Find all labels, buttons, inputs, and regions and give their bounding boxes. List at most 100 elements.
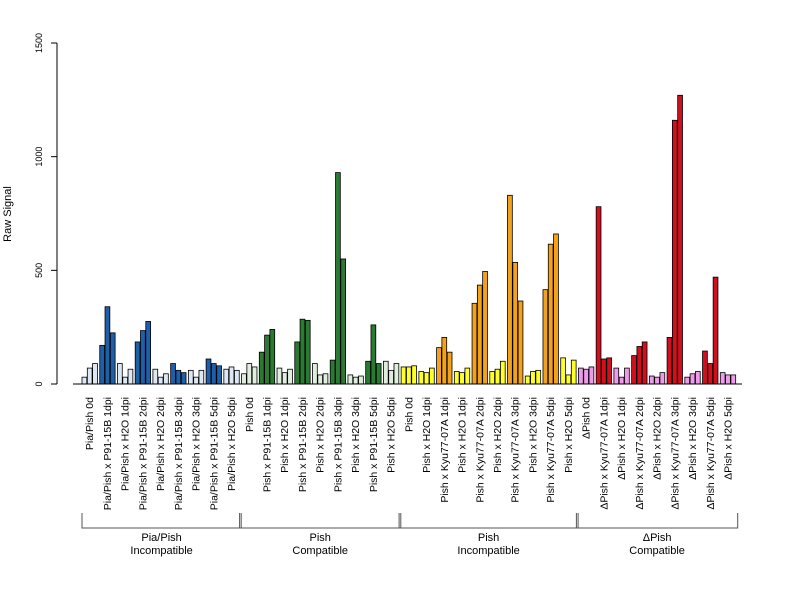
x-tick-label: ΔPish x Kyu77-07A 5dpi xyxy=(705,397,717,510)
bar xyxy=(695,371,701,385)
x-tick-label: Pish x H2O 1dpi xyxy=(279,397,291,473)
x-tick-label: ΔPish x Kyu77-07A 3dpi xyxy=(669,397,681,510)
x-tick-label: Pish x Kyu77-07A 3dpi xyxy=(510,397,522,503)
bar xyxy=(251,366,258,385)
bar xyxy=(211,363,217,385)
bar xyxy=(530,371,536,385)
bar xyxy=(671,119,678,385)
bar xyxy=(104,306,111,385)
bar xyxy=(618,376,625,385)
y-axis-title: Raw Signal xyxy=(2,186,14,242)
y-tick-label: 1000 xyxy=(34,147,44,167)
bar xyxy=(370,324,377,385)
bar xyxy=(127,368,134,385)
x-tick-label: ΔPish x H2O 1dpi xyxy=(616,397,628,480)
bar xyxy=(418,371,425,385)
x-tick-label: ΔPish 0d xyxy=(581,397,593,439)
bar xyxy=(648,375,655,385)
x-tick-label: Pia/Pish x H2O 3dpi xyxy=(191,397,203,491)
bar xyxy=(175,369,182,385)
bar xyxy=(641,341,648,385)
bar xyxy=(636,346,643,385)
x-tick-label: ΔPish x H2O 3dpi xyxy=(687,397,699,480)
x-tick-label: Pish x P91-15B 5dpi xyxy=(368,397,380,492)
x-tick-label: Pish x H2O 3dpi xyxy=(527,397,539,473)
bar xyxy=(482,271,488,385)
x-tick-label: Pish x H2O 3dpi xyxy=(350,397,362,473)
x-tick-label: Pia/Pish x P91-15B 1dpi xyxy=(102,397,114,510)
x-tick-label: Pish x H2O 1dpi xyxy=(457,397,469,473)
bar xyxy=(152,368,159,385)
bar xyxy=(299,318,306,385)
bar xyxy=(234,369,240,385)
bar xyxy=(583,368,589,385)
bar xyxy=(157,376,164,385)
bar xyxy=(269,329,276,385)
x-tick-label: Pish x Kyu77-07A 5dpi xyxy=(545,397,557,503)
bar xyxy=(494,368,501,385)
x-tick-label: Pish x H2O 2dpi xyxy=(492,397,504,473)
bar xyxy=(145,321,151,385)
x-tick-label: Pish x P91-15B 2dpi xyxy=(297,397,309,492)
bar xyxy=(411,365,417,385)
bar xyxy=(246,363,253,385)
x-tick-label: Pia/Pish x P91-15B 5dpi xyxy=(208,397,220,510)
bar xyxy=(606,357,612,385)
x-tick-label: Pish 0d xyxy=(403,397,415,432)
bar xyxy=(725,374,731,385)
bar xyxy=(499,360,506,385)
bar xyxy=(624,367,630,385)
x-tick-label: ΔPish x Kyu77-07A 2dpi xyxy=(634,397,646,510)
x-tick-label: ΔPish x H2O 2dpi xyxy=(652,397,664,480)
bar xyxy=(198,369,205,385)
bar xyxy=(358,375,364,385)
bar xyxy=(163,373,169,385)
bar xyxy=(659,372,666,385)
bar xyxy=(524,375,531,385)
bar xyxy=(352,376,359,385)
group-label-line1: Pish xyxy=(478,532,499,544)
bar xyxy=(654,376,660,385)
x-tick-label: ΔPish x H2O 5dpi xyxy=(722,397,734,480)
bar xyxy=(730,374,737,385)
x-tick-label: Pia/Pish x H2O 5dpi xyxy=(226,397,238,491)
bar xyxy=(294,341,300,385)
y-tick-label: 0 xyxy=(34,381,44,386)
bar xyxy=(347,374,354,385)
bar xyxy=(476,284,483,385)
bar xyxy=(109,332,116,385)
bar xyxy=(712,276,719,385)
bar xyxy=(216,365,222,385)
bar xyxy=(406,366,412,385)
bar xyxy=(317,374,323,385)
bar xyxy=(258,351,265,385)
bar xyxy=(276,367,283,385)
bar xyxy=(122,376,128,385)
bar xyxy=(193,376,199,385)
bar xyxy=(92,363,98,385)
bar xyxy=(322,373,329,385)
bar xyxy=(335,172,341,385)
bar xyxy=(400,366,407,385)
group-label-line2: Incompatible xyxy=(130,545,192,557)
bar xyxy=(613,367,620,385)
bar xyxy=(707,363,714,385)
bar xyxy=(365,360,371,385)
bar xyxy=(393,363,400,385)
x-tick-label: Pia/Pish x H2O 1dpi xyxy=(120,397,132,491)
bar xyxy=(471,302,478,385)
bar xyxy=(542,289,549,385)
group-label-line1: ΔPish xyxy=(643,532,672,544)
bars xyxy=(81,94,737,385)
x-tick-label: Pish x P91-15B 3dpi xyxy=(332,397,344,492)
group-bracket xyxy=(398,513,579,529)
x-tick-label: Pish x H2O 5dpi xyxy=(386,397,398,473)
bar xyxy=(441,336,448,385)
bar xyxy=(631,355,637,385)
group-label-line2: Incompatible xyxy=(457,545,519,557)
bar xyxy=(436,347,442,385)
bar xyxy=(702,350,708,385)
bar xyxy=(329,359,336,385)
bar xyxy=(81,376,88,385)
